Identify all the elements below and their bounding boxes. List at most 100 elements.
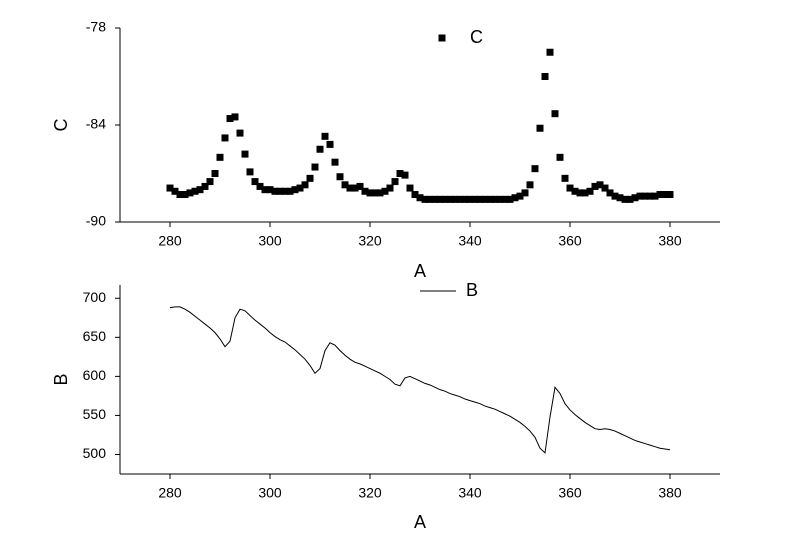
data-point	[421, 195, 429, 203]
data-point	[271, 187, 279, 195]
x-tick-label: 380	[658, 485, 682, 501]
data-point	[546, 48, 554, 56]
data-point	[446, 195, 454, 203]
data-point	[396, 170, 404, 177]
y-tick-label: -78	[86, 19, 106, 35]
data-point	[256, 182, 264, 190]
legend-label: C	[470, 27, 483, 47]
data-point	[456, 195, 464, 203]
data-point	[411, 191, 419, 199]
y-tick-label: 600	[83, 367, 107, 383]
data-point	[641, 192, 649, 200]
data-point	[366, 189, 374, 197]
data-point	[551, 110, 559, 118]
y-tick-label: 500	[83, 445, 107, 461]
data-point	[291, 186, 299, 194]
data-point	[531, 165, 539, 173]
data-point	[461, 195, 469, 203]
y-axis-label: C	[51, 119, 71, 132]
data-point	[321, 132, 329, 140]
data-point	[526, 181, 534, 189]
data-point	[576, 189, 584, 197]
data-point	[281, 187, 289, 195]
data-point	[431, 195, 439, 203]
x-tick-label: 300	[258, 233, 282, 249]
data-line	[169, 306, 671, 454]
x-tick-label: 380	[658, 233, 682, 249]
data-point	[506, 195, 514, 203]
data-point	[436, 195, 444, 203]
data-point	[386, 184, 394, 192]
data-point	[306, 174, 314, 182]
data-point	[476, 195, 484, 203]
y-tick-label: 550	[83, 406, 107, 422]
data-point	[311, 163, 319, 171]
data-point	[241, 150, 249, 158]
data-point	[491, 195, 499, 203]
data-point	[416, 194, 424, 202]
data-point	[296, 184, 304, 192]
data-point	[481, 195, 489, 203]
data-point	[371, 189, 379, 197]
data-point	[466, 195, 474, 203]
x-axis-label: A	[414, 512, 426, 532]
data-point	[266, 186, 274, 194]
data-point	[326, 140, 334, 148]
data-point	[581, 189, 589, 197]
data-point	[181, 191, 189, 199]
data-point	[616, 194, 624, 202]
data-point	[221, 134, 229, 142]
data-point	[276, 187, 284, 195]
data-point	[451, 195, 459, 203]
data-point	[216, 153, 224, 161]
data-point	[316, 145, 324, 153]
data-point	[251, 178, 259, 186]
data-point	[511, 194, 519, 202]
data-point	[186, 189, 194, 197]
data-point	[391, 178, 399, 186]
data-point	[331, 158, 339, 166]
x-tick-label: 340	[458, 485, 482, 501]
x-tick-label: 360	[558, 485, 582, 501]
data-point	[231, 113, 239, 121]
data-point	[341, 181, 349, 189]
data-point	[501, 195, 509, 203]
data-point	[656, 191, 664, 199]
data-point	[536, 124, 544, 132]
data-point	[646, 192, 654, 200]
data-point	[376, 189, 384, 197]
data-point	[351, 184, 359, 192]
y-tick-label: 700	[83, 289, 107, 305]
data-point	[611, 192, 619, 200]
data-point	[261, 186, 269, 194]
data-point	[176, 191, 184, 199]
data-point	[651, 192, 659, 200]
x-tick-label: 360	[558, 233, 582, 249]
x-tick-label: 280	[158, 233, 182, 249]
data-point	[346, 184, 354, 192]
data-point	[661, 191, 669, 199]
data-point	[516, 192, 524, 200]
x-tick-label: 320	[358, 233, 382, 249]
data-point	[556, 153, 564, 161]
y-tick-label: 650	[83, 328, 107, 344]
y-tick-label: -84	[86, 116, 106, 132]
data-point	[381, 187, 389, 195]
legend-marker	[438, 34, 446, 42]
data-point	[636, 192, 644, 200]
x-axis-label: A	[414, 261, 426, 281]
data-point	[196, 186, 204, 194]
data-point	[566, 184, 574, 192]
data-point	[166, 184, 174, 192]
data-point	[361, 187, 369, 195]
legend-label: B	[466, 280, 478, 300]
data-point	[441, 195, 449, 203]
data-point	[596, 181, 604, 189]
data-point	[426, 195, 434, 203]
data-point	[191, 187, 199, 195]
data-point	[571, 187, 579, 195]
data-point	[301, 181, 309, 189]
data-point	[601, 184, 609, 192]
data-point	[486, 195, 494, 203]
